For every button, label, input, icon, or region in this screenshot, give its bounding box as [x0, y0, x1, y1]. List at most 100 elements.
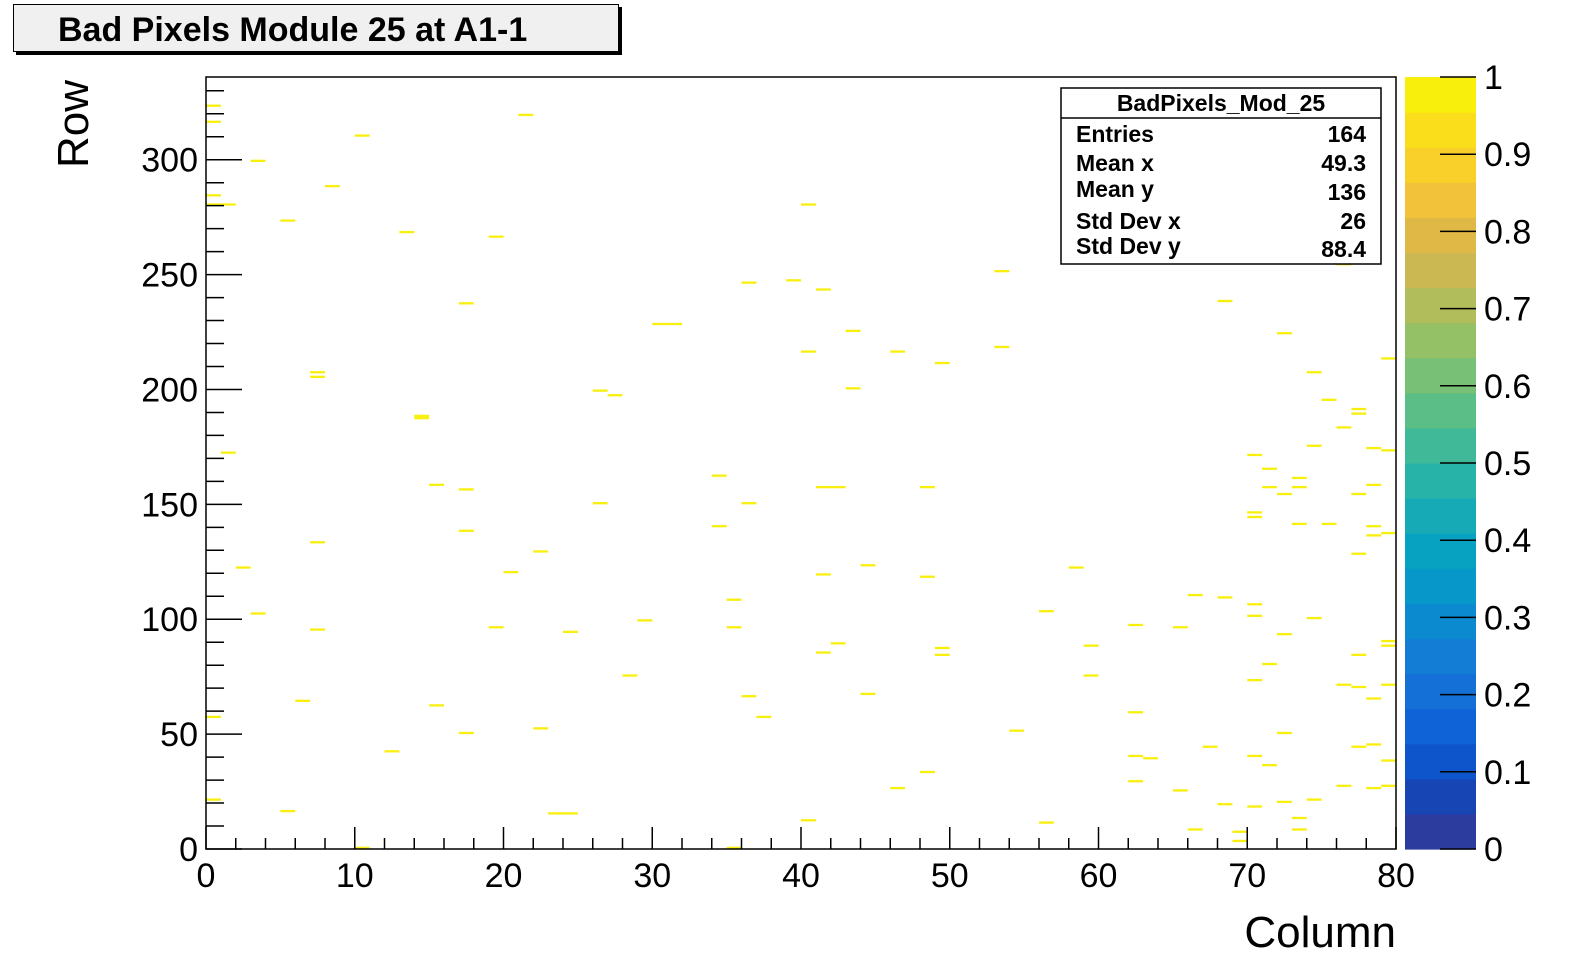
- heatmap-cell: [1262, 485, 1278, 489]
- color-scale-label: 1: [1484, 59, 1503, 97]
- heatmap-cell: [741, 695, 757, 698]
- color-scale-label: 0.3: [1484, 599, 1531, 637]
- color-scale-label: 0.5: [1484, 445, 1531, 483]
- heatmap-cell: [1039, 610, 1054, 613]
- heatmap-cell: [1351, 492, 1367, 496]
- x-tick-label: 30: [633, 857, 671, 895]
- heatmap-cell: [295, 699, 311, 702]
- color-scale-segment: [1405, 252, 1476, 289]
- heatmap-cell: [250, 159, 266, 163]
- heatmap-cell: [1232, 830, 1248, 833]
- y-axis-title: Row: [49, 80, 98, 168]
- heatmap-cell: [1217, 299, 1233, 303]
- heatmap-cell: [592, 502, 608, 505]
- heatmap-cell: [1247, 453, 1263, 457]
- heatmap-cell: [1187, 828, 1203, 831]
- color-scale-segment: [1405, 638, 1476, 675]
- x-axis-title: Column: [1244, 908, 1396, 957]
- heatmap-cell: [250, 612, 266, 615]
- heatmap-cell: [1277, 492, 1292, 496]
- heatmap-cell: [1351, 653, 1367, 656]
- heatmap-cell: [1366, 786, 1382, 790]
- stats-mean-y-value: 136: [1328, 179, 1366, 205]
- heatmap-cell: [1366, 446, 1382, 450]
- heatmap-cell: [1321, 398, 1337, 401]
- heatmap-cell: [1128, 711, 1144, 714]
- heatmap-cell: [1262, 662, 1278, 666]
- heatmap-cell: [652, 322, 668, 326]
- heatmap-cell: [1381, 449, 1397, 452]
- y-tick-label: 50: [160, 716, 198, 754]
- chart-title: Bad Pixels Module 25 at A1-1: [58, 11, 528, 49]
- color-scale-segment: [1405, 673, 1476, 710]
- heatmap-cell: [220, 451, 236, 454]
- color-scale-segment: [1405, 427, 1476, 464]
- heatmap-cell: [1277, 633, 1292, 636]
- x-tick-label: 40: [782, 857, 820, 895]
- heatmap-cell: [1217, 803, 1233, 806]
- heatmap-cell: [1291, 522, 1307, 526]
- heatmap-cell: [1083, 674, 1099, 677]
- heatmap-cell: [399, 230, 415, 234]
- heatmap-cell: [310, 375, 326, 378]
- heatmap-cell: [622, 674, 638, 677]
- heatmap-cell: [488, 235, 504, 238]
- heatmap-cell: [533, 550, 549, 553]
- y-tick-label: 250: [141, 257, 198, 295]
- color-scale-label: 0.2: [1484, 677, 1531, 715]
- heatmap-cell: [1381, 644, 1397, 647]
- color-scale-segment: [1405, 743, 1476, 780]
- heatmap-cell: [1083, 644, 1099, 647]
- heatmap-cell: [429, 483, 445, 486]
- heatmap-cell: [1381, 531, 1397, 535]
- heatmap-cell: [890, 350, 906, 353]
- heatmap-cell: [815, 485, 831, 489]
- heatmap-cell: [1366, 743, 1382, 746]
- stats-entries-value: 164: [1328, 121, 1367, 147]
- heatmap-cell: [414, 417, 430, 420]
- heatmap-cell: [1291, 476, 1307, 480]
- stats-mean-x-value: 49.3: [1321, 150, 1366, 176]
- stats-box: BadPixels_Mod_25 Entries 164 Mean x 49.3…: [1060, 87, 1382, 265]
- heatmap-cell: [1351, 685, 1367, 689]
- heatmap-cell: [1351, 407, 1367, 411]
- color-scale-segment: [1405, 182, 1476, 218]
- x-tick-label: 0: [197, 857, 216, 895]
- heatmap-cell: [310, 628, 326, 631]
- heatmap-cell: [280, 809, 296, 813]
- heatmap-cell: [325, 184, 340, 188]
- heatmap-cell: [801, 350, 816, 353]
- heatmap-cell: [1217, 596, 1233, 599]
- heatmap-cell: [1277, 731, 1292, 735]
- color-scale-segment: [1405, 357, 1476, 394]
- heatmap-cell: [845, 329, 861, 333]
- color-scale-segment: [1405, 217, 1476, 254]
- heatmap-cell: [994, 345, 1010, 349]
- heatmap-cell: [1039, 821, 1054, 824]
- heatmap-cell: [503, 570, 519, 574]
- heatmap-cell: [1247, 614, 1263, 617]
- heatmap-cell: [206, 120, 221, 123]
- heatmap-cell: [592, 389, 608, 392]
- heatmap-cell: [711, 474, 727, 477]
- heatmap-cell: [1143, 757, 1159, 760]
- color-scale-segment: [1405, 322, 1476, 359]
- color-scale-label: 0.6: [1484, 368, 1531, 406]
- heatmap-cell: [934, 361, 950, 365]
- heatmap-cell: [741, 281, 757, 284]
- heatmap-cell: [1009, 729, 1025, 732]
- heatmap-cell: [458, 731, 474, 735]
- x-tick-label: 20: [485, 857, 523, 895]
- heatmap-cell: [1247, 678, 1263, 682]
- heatmap-cell: [1381, 784, 1397, 787]
- heatmap-cell: [458, 488, 474, 491]
- color-scale-segment: [1405, 498, 1476, 534]
- heatmap-cell: [1336, 683, 1352, 686]
- heatmap-cell: [235, 566, 251, 569]
- heatmap-cell: [488, 626, 504, 629]
- heatmap-cell: [830, 485, 846, 489]
- heatmap-cell: [1277, 800, 1292, 804]
- heatmap-cell: [1128, 623, 1144, 627]
- heatmap-cell: [801, 203, 816, 206]
